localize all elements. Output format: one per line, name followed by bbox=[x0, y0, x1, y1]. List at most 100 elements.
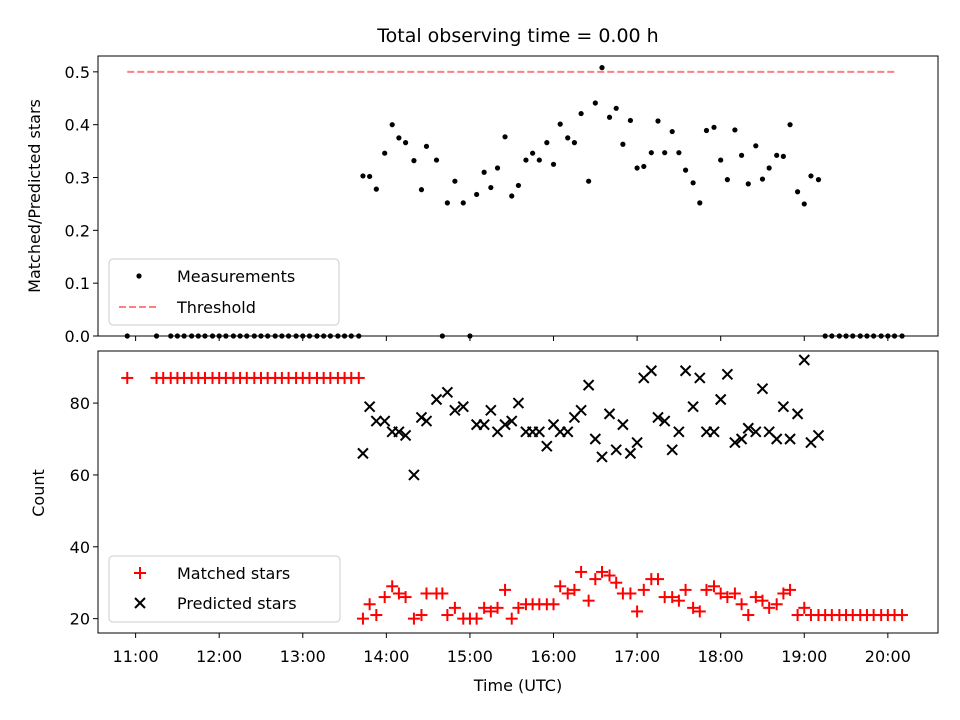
predicted-stars-point bbox=[582, 379, 595, 391]
measurements-point bbox=[433, 157, 440, 163]
matched-stars-point bbox=[589, 573, 602, 586]
predicted-stars-point bbox=[378, 415, 391, 427]
measurements-point bbox=[634, 165, 640, 171]
matched-stars-point bbox=[478, 601, 491, 614]
matched-stars-point bbox=[798, 601, 811, 614]
matched-stars-point bbox=[582, 594, 595, 607]
measurements-point bbox=[780, 153, 786, 159]
predicted-stars-point bbox=[756, 383, 769, 395]
matched-stars-point bbox=[672, 594, 685, 607]
measurements-point bbox=[676, 150, 682, 156]
matched-stars-point bbox=[121, 371, 134, 384]
matched-stars-point bbox=[637, 583, 650, 596]
matched-stars-point bbox=[784, 583, 797, 596]
measurements-point bbox=[423, 143, 430, 149]
matched-stars-point bbox=[547, 598, 560, 611]
measurements-point bbox=[411, 158, 417, 164]
x-tick-label: 12:00 bbox=[196, 647, 242, 666]
chart-title: Total observing time = 0.00 h bbox=[376, 25, 658, 47]
matched-stars-point bbox=[441, 609, 454, 622]
legend-measurements-label: Measurements bbox=[177, 267, 295, 286]
legend-predicted-marker bbox=[134, 597, 146, 609]
predicted-stars-point bbox=[415, 411, 428, 424]
measurements-point bbox=[662, 150, 668, 156]
predicted-stars-point bbox=[603, 408, 616, 420]
matched-stars-point bbox=[436, 587, 449, 600]
predicted-stars-point bbox=[784, 433, 796, 445]
predicted-stars-point bbox=[645, 365, 658, 377]
legend-matched-label: Matched stars bbox=[177, 564, 290, 583]
measurements-point bbox=[774, 152, 780, 158]
predicted-stars-point bbox=[750, 426, 762, 438]
measurements-point bbox=[697, 200, 703, 206]
predicted-stars-point bbox=[631, 436, 643, 449]
predicted-stars-point bbox=[449, 404, 461, 416]
measurements-point bbox=[494, 165, 501, 171]
measurements-point bbox=[599, 65, 605, 71]
bottom-y-tick-label: 40 bbox=[70, 538, 90, 557]
legend-predicted-label: Predicted stars bbox=[177, 594, 297, 613]
measurements-point bbox=[389, 122, 395, 128]
bottom-y-axis-label: Count bbox=[29, 469, 48, 517]
predicted-stars-point bbox=[499, 418, 511, 431]
predicted-stars-point bbox=[735, 433, 748, 445]
measurements-point bbox=[613, 105, 619, 111]
matched-stars-point bbox=[700, 583, 713, 596]
matched-stars-point bbox=[756, 594, 769, 607]
matched-stars-point bbox=[603, 569, 616, 582]
measurements-point bbox=[641, 163, 647, 170]
measurements-point bbox=[759, 176, 766, 182]
measurements-point bbox=[523, 157, 529, 163]
predicted-stars-point bbox=[512, 397, 525, 409]
predicted-stars-point bbox=[694, 372, 706, 384]
predicted-stars-point bbox=[658, 415, 671, 427]
matched-stars-point bbox=[749, 591, 762, 604]
measurements-point bbox=[703, 127, 710, 134]
measurements-point bbox=[360, 173, 366, 179]
measurements-point bbox=[682, 167, 689, 173]
matched-stars-point bbox=[378, 591, 391, 604]
top-y-tick-label: 0.5 bbox=[65, 63, 90, 82]
measurements-point bbox=[766, 165, 772, 171]
predicted-stars-point bbox=[457, 400, 469, 413]
measurements-point bbox=[557, 121, 563, 127]
predicted-stars-point bbox=[393, 426, 405, 438]
measurements-point bbox=[571, 140, 578, 146]
bottom-axes-frame bbox=[97, 350, 939, 634]
x-tick-label: 20:00 bbox=[865, 647, 911, 666]
predicted-stars-point bbox=[812, 429, 825, 442]
measurements-point bbox=[474, 191, 480, 198]
top-y-axis-label: Matched/Predicted stars bbox=[25, 99, 44, 293]
matched-stars-point bbox=[791, 609, 804, 622]
measurements-point bbox=[690, 180, 696, 186]
measurements-point bbox=[815, 177, 822, 183]
measurements-point bbox=[544, 140, 550, 146]
predicted-stars-point bbox=[673, 426, 685, 438]
top-legend: Measurements Threshold bbox=[108, 258, 340, 326]
matched-stars-point bbox=[770, 598, 783, 611]
x-tick-label: 11:00 bbox=[113, 647, 159, 666]
measurements-point bbox=[373, 186, 379, 192]
matched-stars-point bbox=[491, 601, 504, 614]
predicted-stars-point bbox=[596, 451, 608, 463]
measurements-point bbox=[444, 200, 450, 206]
top-axes-frame bbox=[97, 55, 939, 337]
measurements-point bbox=[738, 152, 745, 158]
measurements-point bbox=[718, 157, 724, 163]
bottom-y-tick-label: 80 bbox=[70, 394, 90, 413]
matched-stars-point bbox=[420, 587, 433, 600]
predicted-stars-point bbox=[485, 404, 497, 416]
measurements-point bbox=[367, 173, 373, 180]
predicted-stars-point bbox=[533, 426, 546, 438]
predicted-stars-point bbox=[562, 426, 574, 438]
measurements-point bbox=[565, 135, 571, 141]
legend-threshold-label: Threshold bbox=[176, 298, 256, 317]
matched-stars-point bbox=[512, 601, 525, 614]
matched-stars-point bbox=[575, 565, 588, 578]
matched-stars-point bbox=[631, 605, 644, 618]
matched-stars-point bbox=[568, 583, 581, 596]
matched-stars-point bbox=[415, 609, 428, 622]
x-tick-label: 13:00 bbox=[280, 647, 326, 666]
predicted-stars-point bbox=[652, 411, 664, 424]
